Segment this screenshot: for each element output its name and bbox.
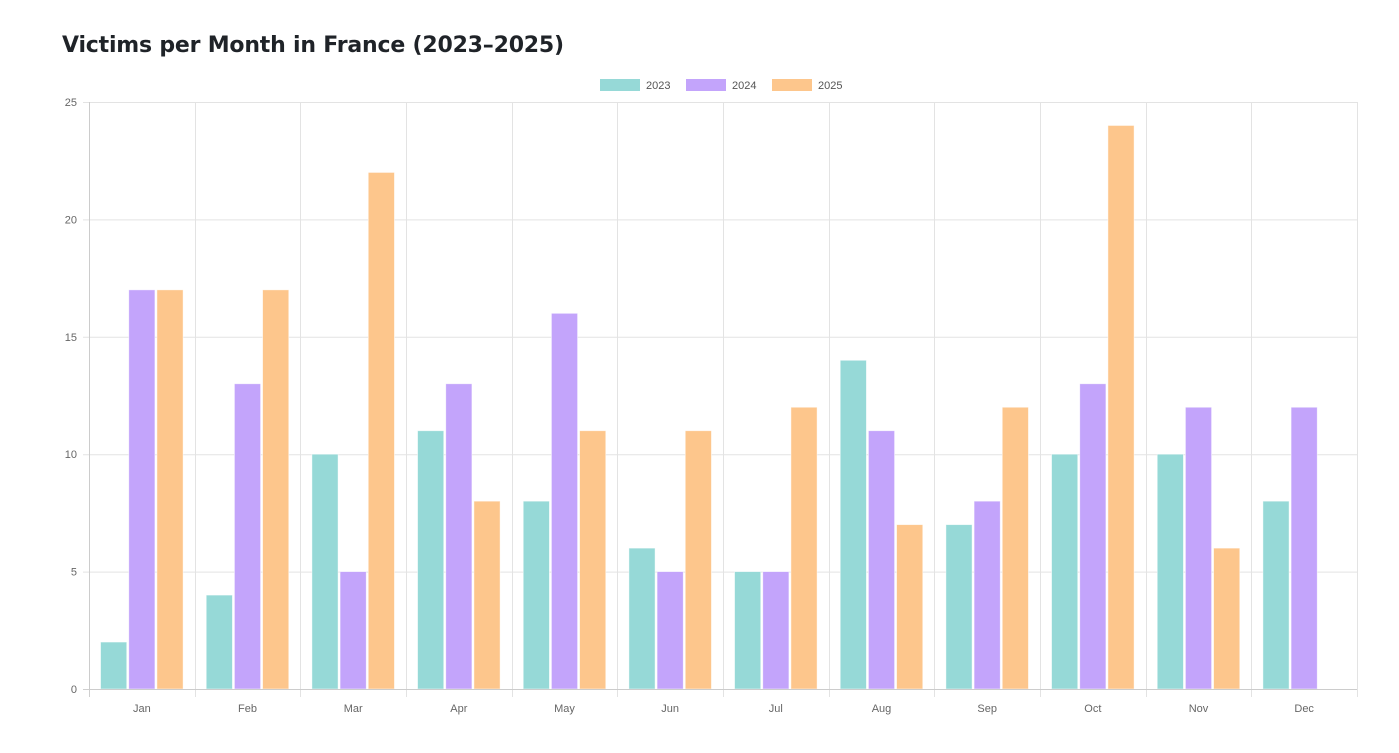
bar-2025-apr [473, 500, 501, 690]
x-tick-label: Jan [133, 703, 151, 715]
bar-2024-jul [762, 571, 790, 690]
bar-2024-oct [1079, 383, 1107, 690]
bars [100, 125, 1318, 690]
bar-2023-aug [839, 359, 867, 690]
bar-2023-may [522, 500, 550, 690]
bar-2024-jan [128, 289, 156, 690]
legend-item-2025: 2025 [772, 79, 842, 92]
y-tick-label: 15 [65, 332, 77, 344]
bar-2023-mar [311, 453, 339, 690]
bar-2025-may [579, 430, 607, 690]
x-tick-label: Feb [238, 703, 257, 715]
legend-item-2024: 2024 [686, 79, 756, 92]
x-tick-label: Mar [344, 703, 363, 715]
bar-2023-jul [734, 571, 762, 690]
legend-label: 2023 [646, 80, 670, 92]
bar-2025-jun [684, 430, 712, 690]
x-tick-label: Oct [1084, 703, 1101, 715]
legend-swatch [686, 79, 726, 91]
bar-2023-apr [417, 430, 445, 690]
x-tick-label: Jul [769, 703, 783, 715]
bar-2023-oct [1051, 453, 1079, 690]
y-tick-label: 5 [71, 567, 77, 579]
bar-2025-jul [790, 406, 818, 690]
legend: 2023 2024 2025 [600, 79, 842, 92]
x-tick-label: Dec [1294, 703, 1314, 715]
bar-2024-may [551, 312, 578, 690]
bar-2025-oct [1107, 125, 1135, 690]
x-tick-label: Apr [450, 703, 467, 715]
bar-2025-mar [367, 172, 395, 690]
chart-title: Victims per Month in France (2023–2025) [62, 33, 564, 58]
y-tick-label: 20 [65, 214, 77, 226]
bar-2024-dec [1290, 406, 1318, 690]
bar-2024-aug [868, 430, 895, 690]
bar-2024-feb [234, 383, 261, 690]
legend-label: 2025 [818, 80, 842, 92]
axes [89, 102, 1357, 690]
x-tick-label: Aug [872, 703, 892, 715]
grid-lines [83, 102, 1358, 697]
y-tick-label: 10 [65, 449, 77, 461]
legend-swatch [600, 79, 640, 91]
x-tick-label: Sep [977, 703, 997, 715]
bar-2025-aug [896, 524, 924, 690]
bar-2024-mar [339, 571, 367, 690]
bar-2023-jun [628, 547, 656, 690]
x-tick-label: Nov [1189, 703, 1209, 715]
bar-2024-nov [1185, 406, 1212, 690]
bar-2024-sep [973, 500, 1001, 690]
y-tick-label: 0 [71, 684, 77, 696]
bar-2025-sep [1001, 406, 1029, 690]
bar-2023-feb [205, 594, 233, 690]
y-tick-label: 25 [65, 97, 77, 109]
x-axis-ticks: Jan Feb Mar Apr May Jun Jul Aug Sep Oct Nov Dec [133, 703, 1314, 715]
bar-2023-nov [1156, 453, 1184, 690]
legend-label: 2024 [732, 80, 756, 92]
y-axis-ticks: 0 5 10 15 20 25 [65, 97, 77, 696]
bar-2024-jun [656, 571, 684, 690]
x-tick-label: Jun [661, 703, 679, 715]
bar-2023-jan [100, 641, 128, 690]
bar-2023-dec [1262, 500, 1290, 690]
bar-2025-jan [156, 289, 184, 690]
legend-item-2023: 2023 [600, 79, 670, 92]
bar-2024-apr [445, 383, 473, 690]
legend-swatch [772, 79, 812, 91]
bar-2025-nov [1213, 547, 1241, 690]
x-tick-label: May [554, 703, 575, 715]
bar-2023-sep [945, 524, 973, 690]
bar-2025-feb [262, 289, 290, 690]
